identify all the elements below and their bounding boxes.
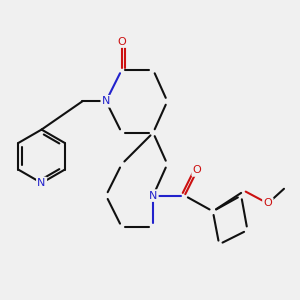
Text: N: N	[149, 190, 157, 201]
Text: O: O	[193, 165, 202, 176]
Text: O: O	[263, 198, 272, 208]
Text: O: O	[117, 37, 126, 46]
Text: N: N	[102, 96, 110, 106]
Text: N: N	[38, 178, 46, 188]
